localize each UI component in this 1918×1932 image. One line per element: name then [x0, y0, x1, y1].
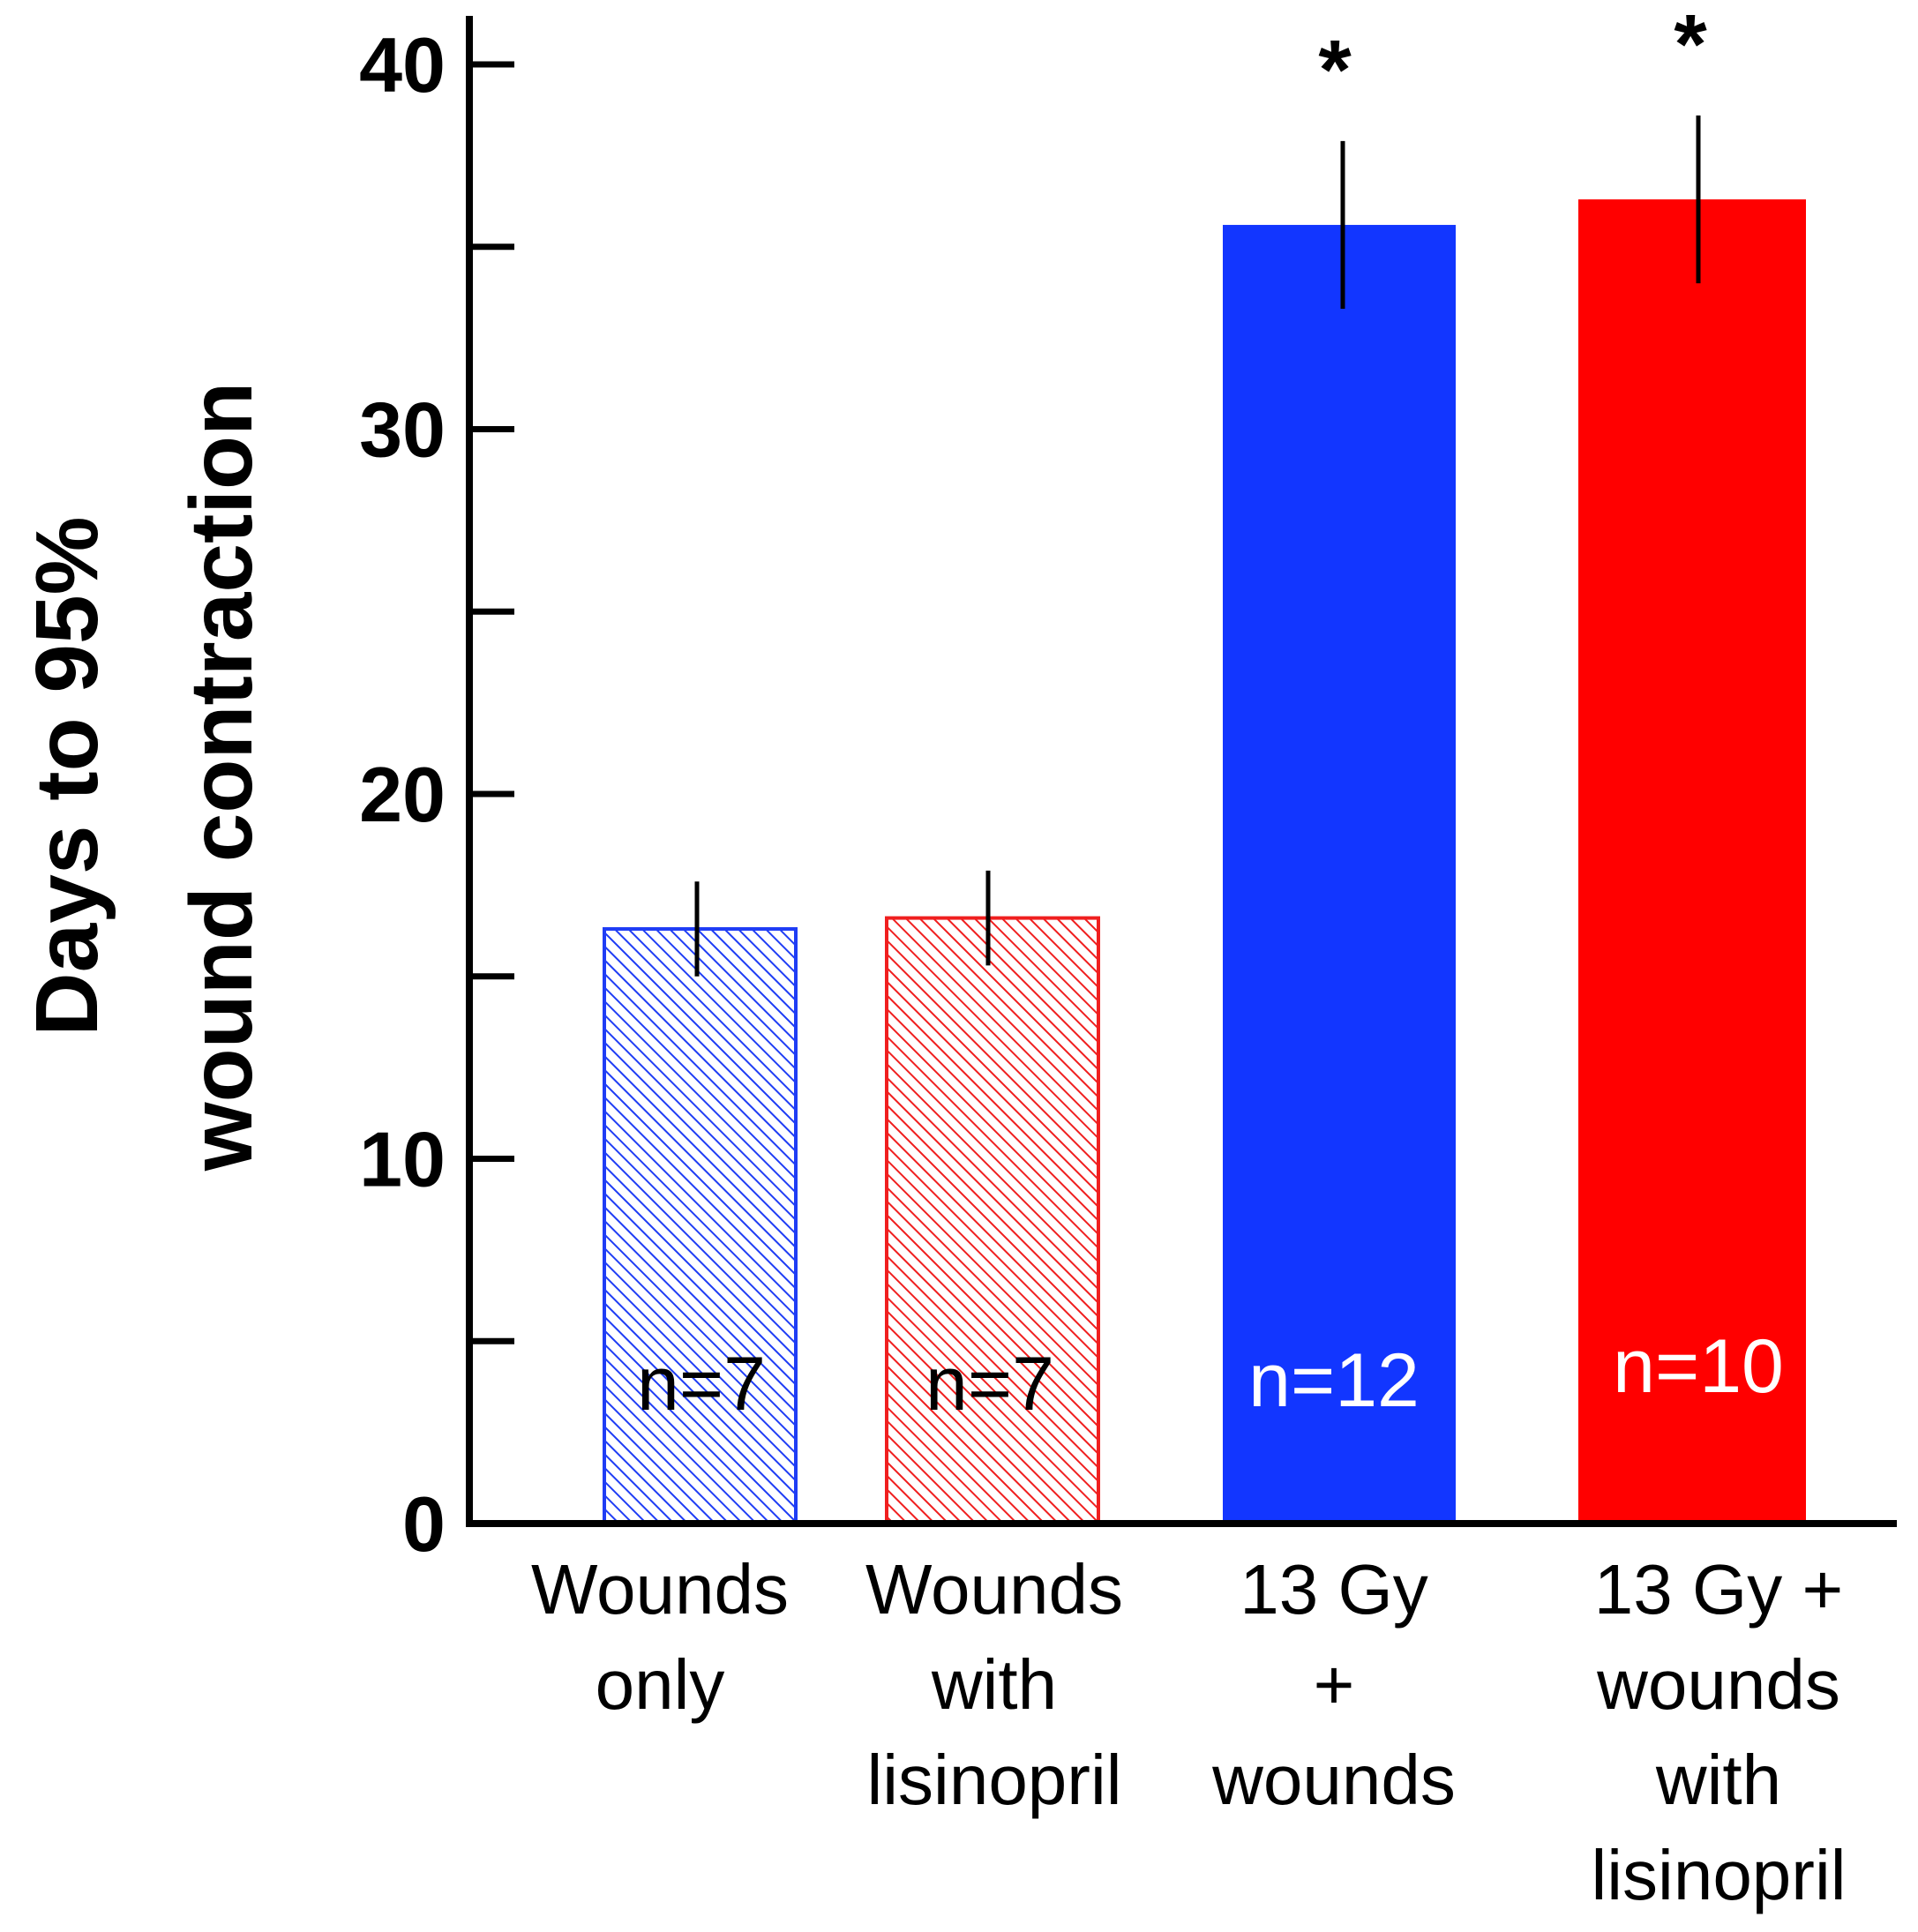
error-bars-group: [694, 115, 1701, 977]
y-axis-label-line-1: Days to 95%: [18, 516, 116, 1036]
x-category-label-line: Wounds: [865, 1550, 1123, 1629]
x-category-label-4: 13 Gy + wounds with lisinopril: [1592, 1550, 1847, 1914]
x-axis-categories: Wounds only Wounds with lisinopril 13 Gy + woun…: [531, 1550, 1847, 1914]
y-tick-label: 30: [359, 386, 446, 474]
y-tick-label: 20: [359, 751, 446, 838]
n-labels-group: n=7 n=7 n=12 n=10: [637, 1324, 1784, 1427]
x-category-label-2: Wounds with lisinopril: [865, 1550, 1123, 1819]
y-axis-label-line-2: wound contraction: [172, 382, 271, 1172]
n-label-4: n=10: [1613, 1324, 1784, 1409]
x-category-label-line: lisinopril: [1592, 1836, 1847, 1914]
bar-1: [603, 926, 798, 1525]
n-label-3: n=12: [1248, 1338, 1420, 1423]
x-category-label-3: 13 Gy + wounds: [1211, 1550, 1456, 1819]
bar-3: [1223, 224, 1456, 1524]
significance-group: * *: [1318, 0, 1707, 117]
bar-4: [1578, 198, 1806, 1524]
bar-2: [885, 916, 1100, 1525]
x-category-label-line: 13 Gy +: [1594, 1550, 1843, 1629]
y-tick-label: 0: [402, 1480, 446, 1568]
y-tick-label: 10: [359, 1116, 446, 1203]
x-category-label-line: with: [1655, 1741, 1781, 1819]
significance-marker-4: *: [1674, 0, 1707, 92]
x-category-label-line: Wounds: [531, 1550, 789, 1629]
y-axis: 0 10 20 30 40: [359, 21, 514, 1568]
x-category-label-line: 13 Gy: [1240, 1550, 1427, 1629]
x-category-label-line: only: [596, 1645, 725, 1724]
y-tick-label: 40: [359, 21, 446, 109]
x-category-label-1: Wounds only: [531, 1550, 789, 1724]
bars-group: [603, 198, 1806, 1525]
x-category-label-line: with: [931, 1645, 1057, 1724]
x-category-label-line: wounds: [1596, 1645, 1840, 1724]
n-label-2: n=7: [925, 1342, 1054, 1427]
n-label-1: n=7: [637, 1342, 766, 1427]
x-category-label-line: wounds: [1211, 1741, 1456, 1819]
x-category-label-line: +: [1314, 1645, 1355, 1724]
y-axis-label: Days to 95% wound contraction: [18, 382, 271, 1172]
significance-marker-3: *: [1318, 23, 1352, 117]
x-category-label-line: lisinopril: [867, 1741, 1122, 1819]
